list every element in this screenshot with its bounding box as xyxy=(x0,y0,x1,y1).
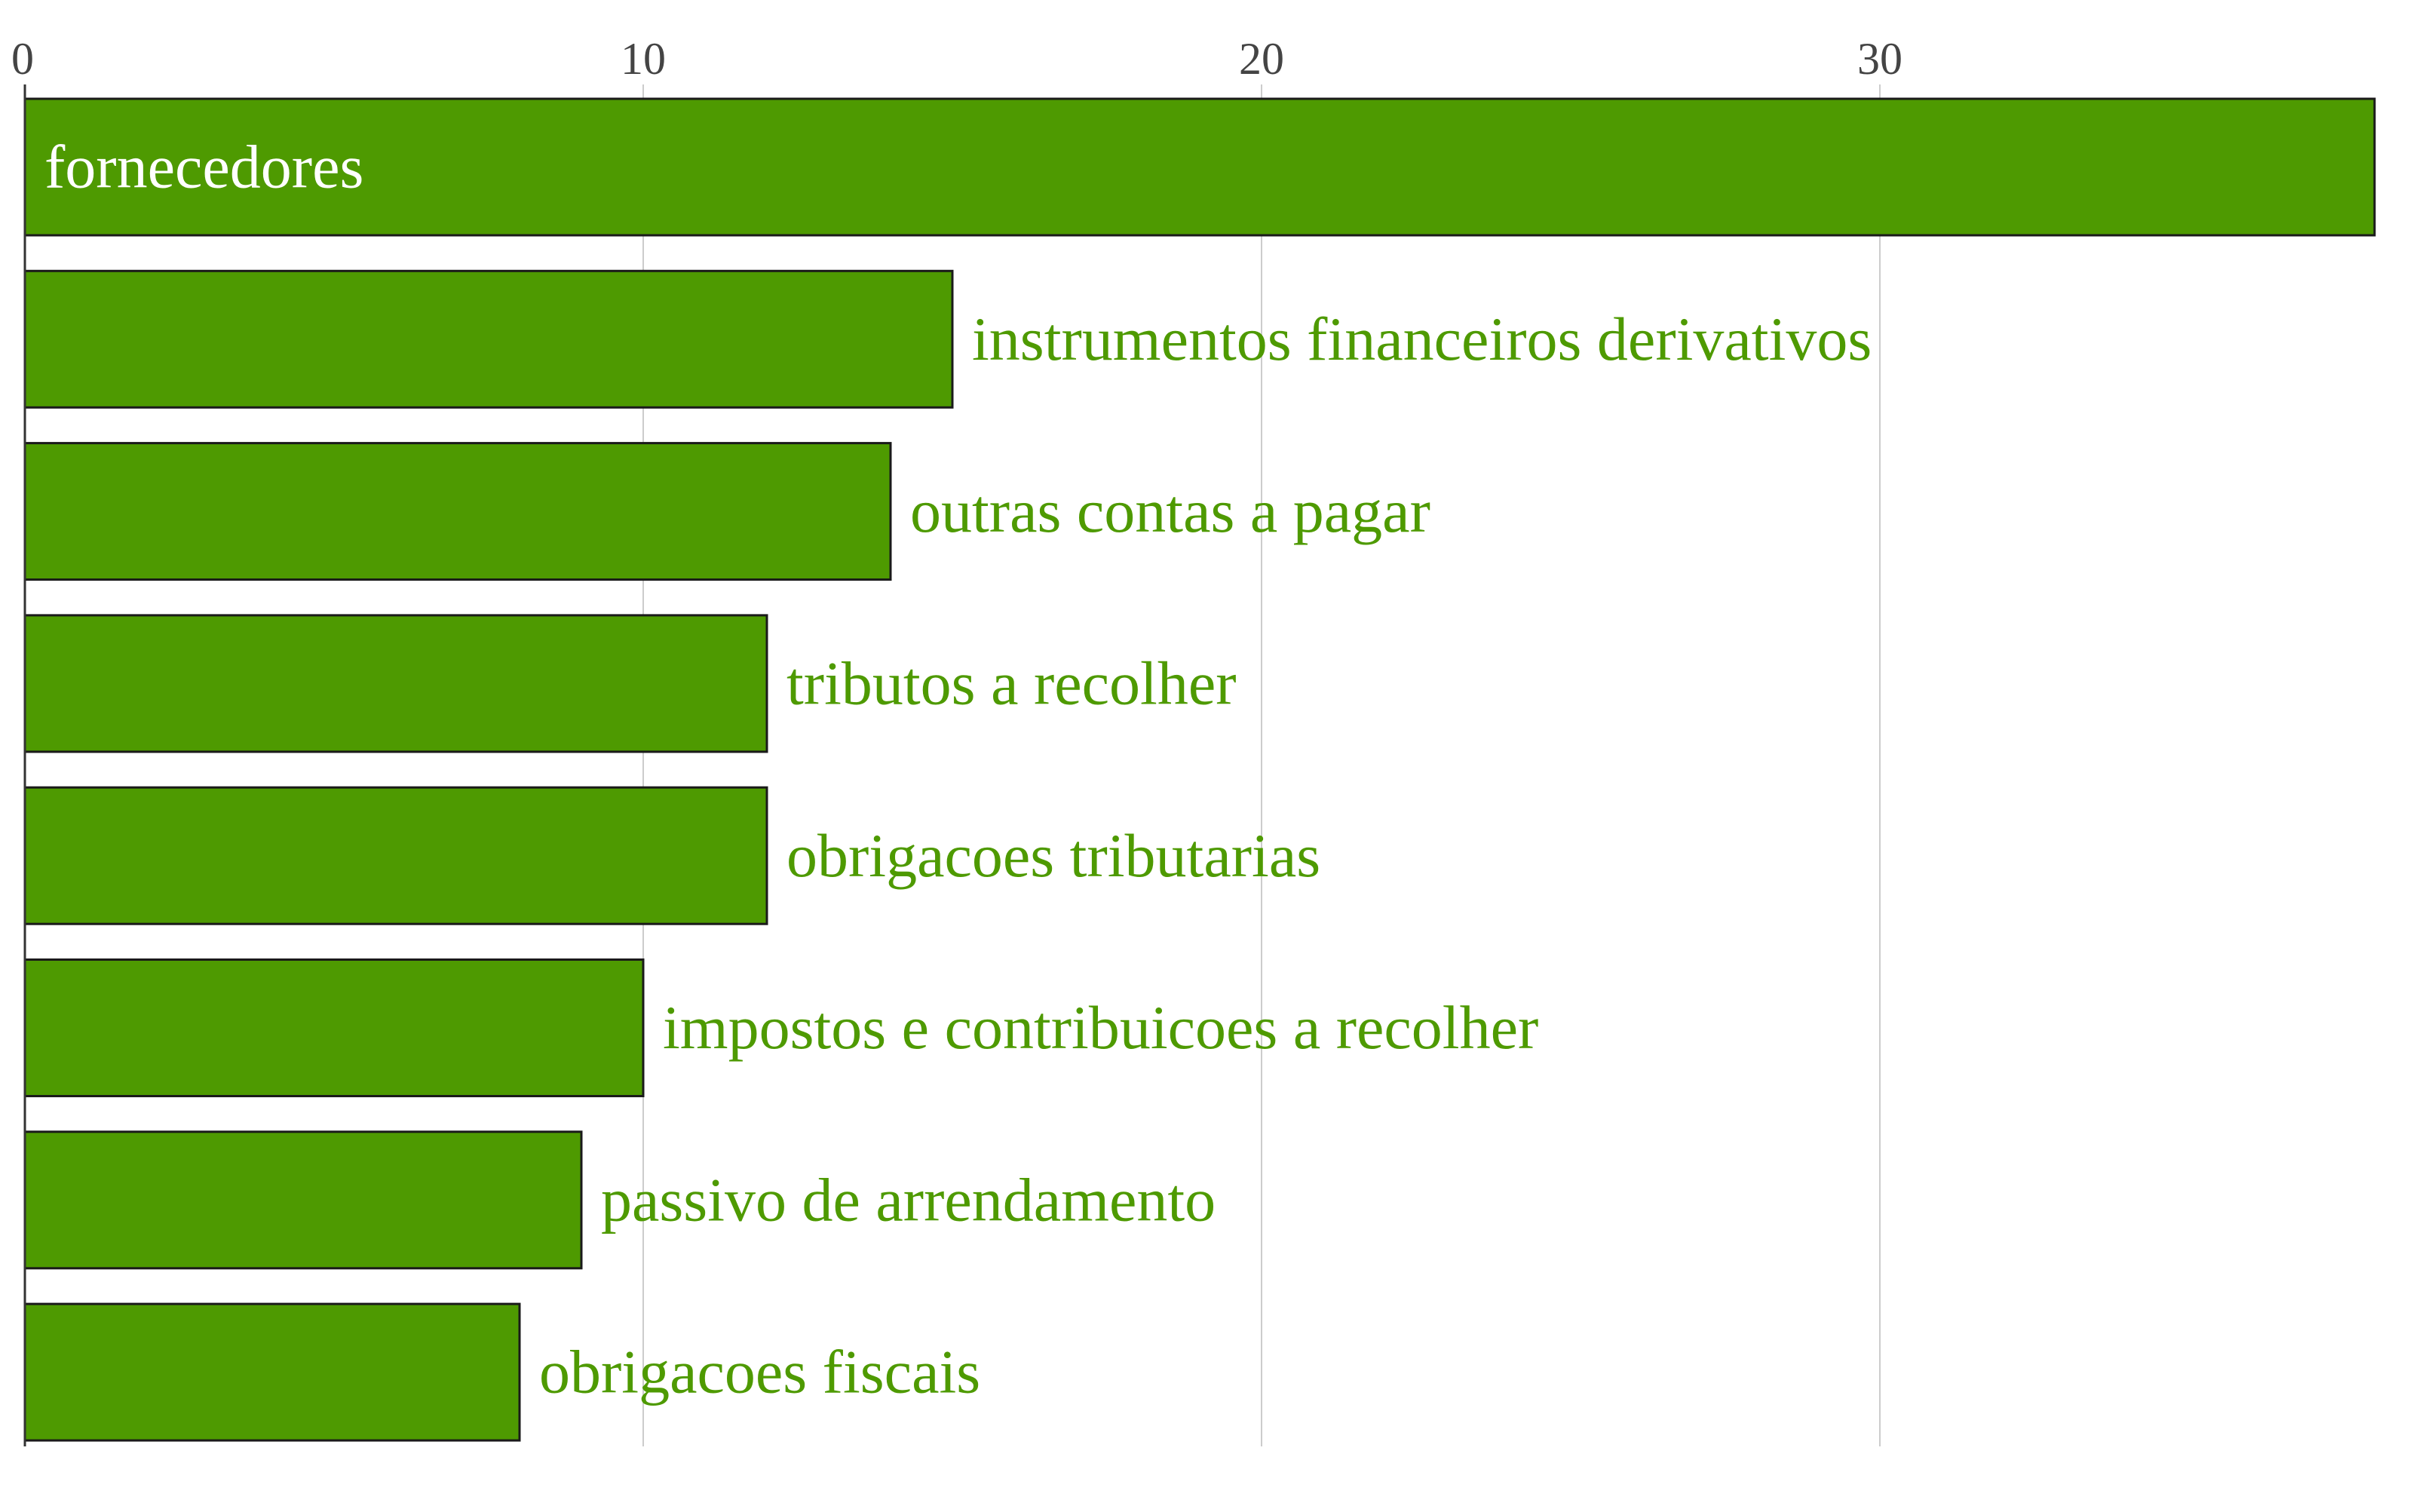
bar-0 xyxy=(23,97,2376,237)
bar-7 xyxy=(23,1302,521,1442)
x-tick-label: 10 xyxy=(621,34,666,84)
bar-3 xyxy=(23,614,768,753)
bar-label: passivo de arrendamento xyxy=(601,1165,1216,1234)
bar-5 xyxy=(23,958,645,1097)
bar-1 xyxy=(23,269,954,409)
bar-label: obrigacoes tributarias xyxy=(786,821,1320,890)
x-tick-label: 0 xyxy=(11,34,34,84)
bars xyxy=(23,97,2376,1442)
bar-2 xyxy=(23,442,892,581)
bar-label: fornecedores xyxy=(44,133,363,201)
bar-6 xyxy=(23,1130,583,1270)
x-tick-label: 30 xyxy=(1857,34,1902,84)
bar-label: outras contas a pagar xyxy=(910,477,1430,545)
x-tick-label: 20 xyxy=(1239,34,1284,84)
bar-label: obrigacoes fiscais xyxy=(539,1338,980,1406)
x-axis: 0 10 20 30 xyxy=(11,34,1902,1446)
bar-labels: fornecedores instrumentos financeiros der… xyxy=(44,133,1872,1406)
bar-label: instrumentos financeiros derivativos xyxy=(972,305,1872,373)
bar-4 xyxy=(23,786,768,925)
bar-label: tributos a recolher xyxy=(786,649,1237,717)
bar-label: impostos e contribuicoes a recolher xyxy=(663,993,1538,1062)
